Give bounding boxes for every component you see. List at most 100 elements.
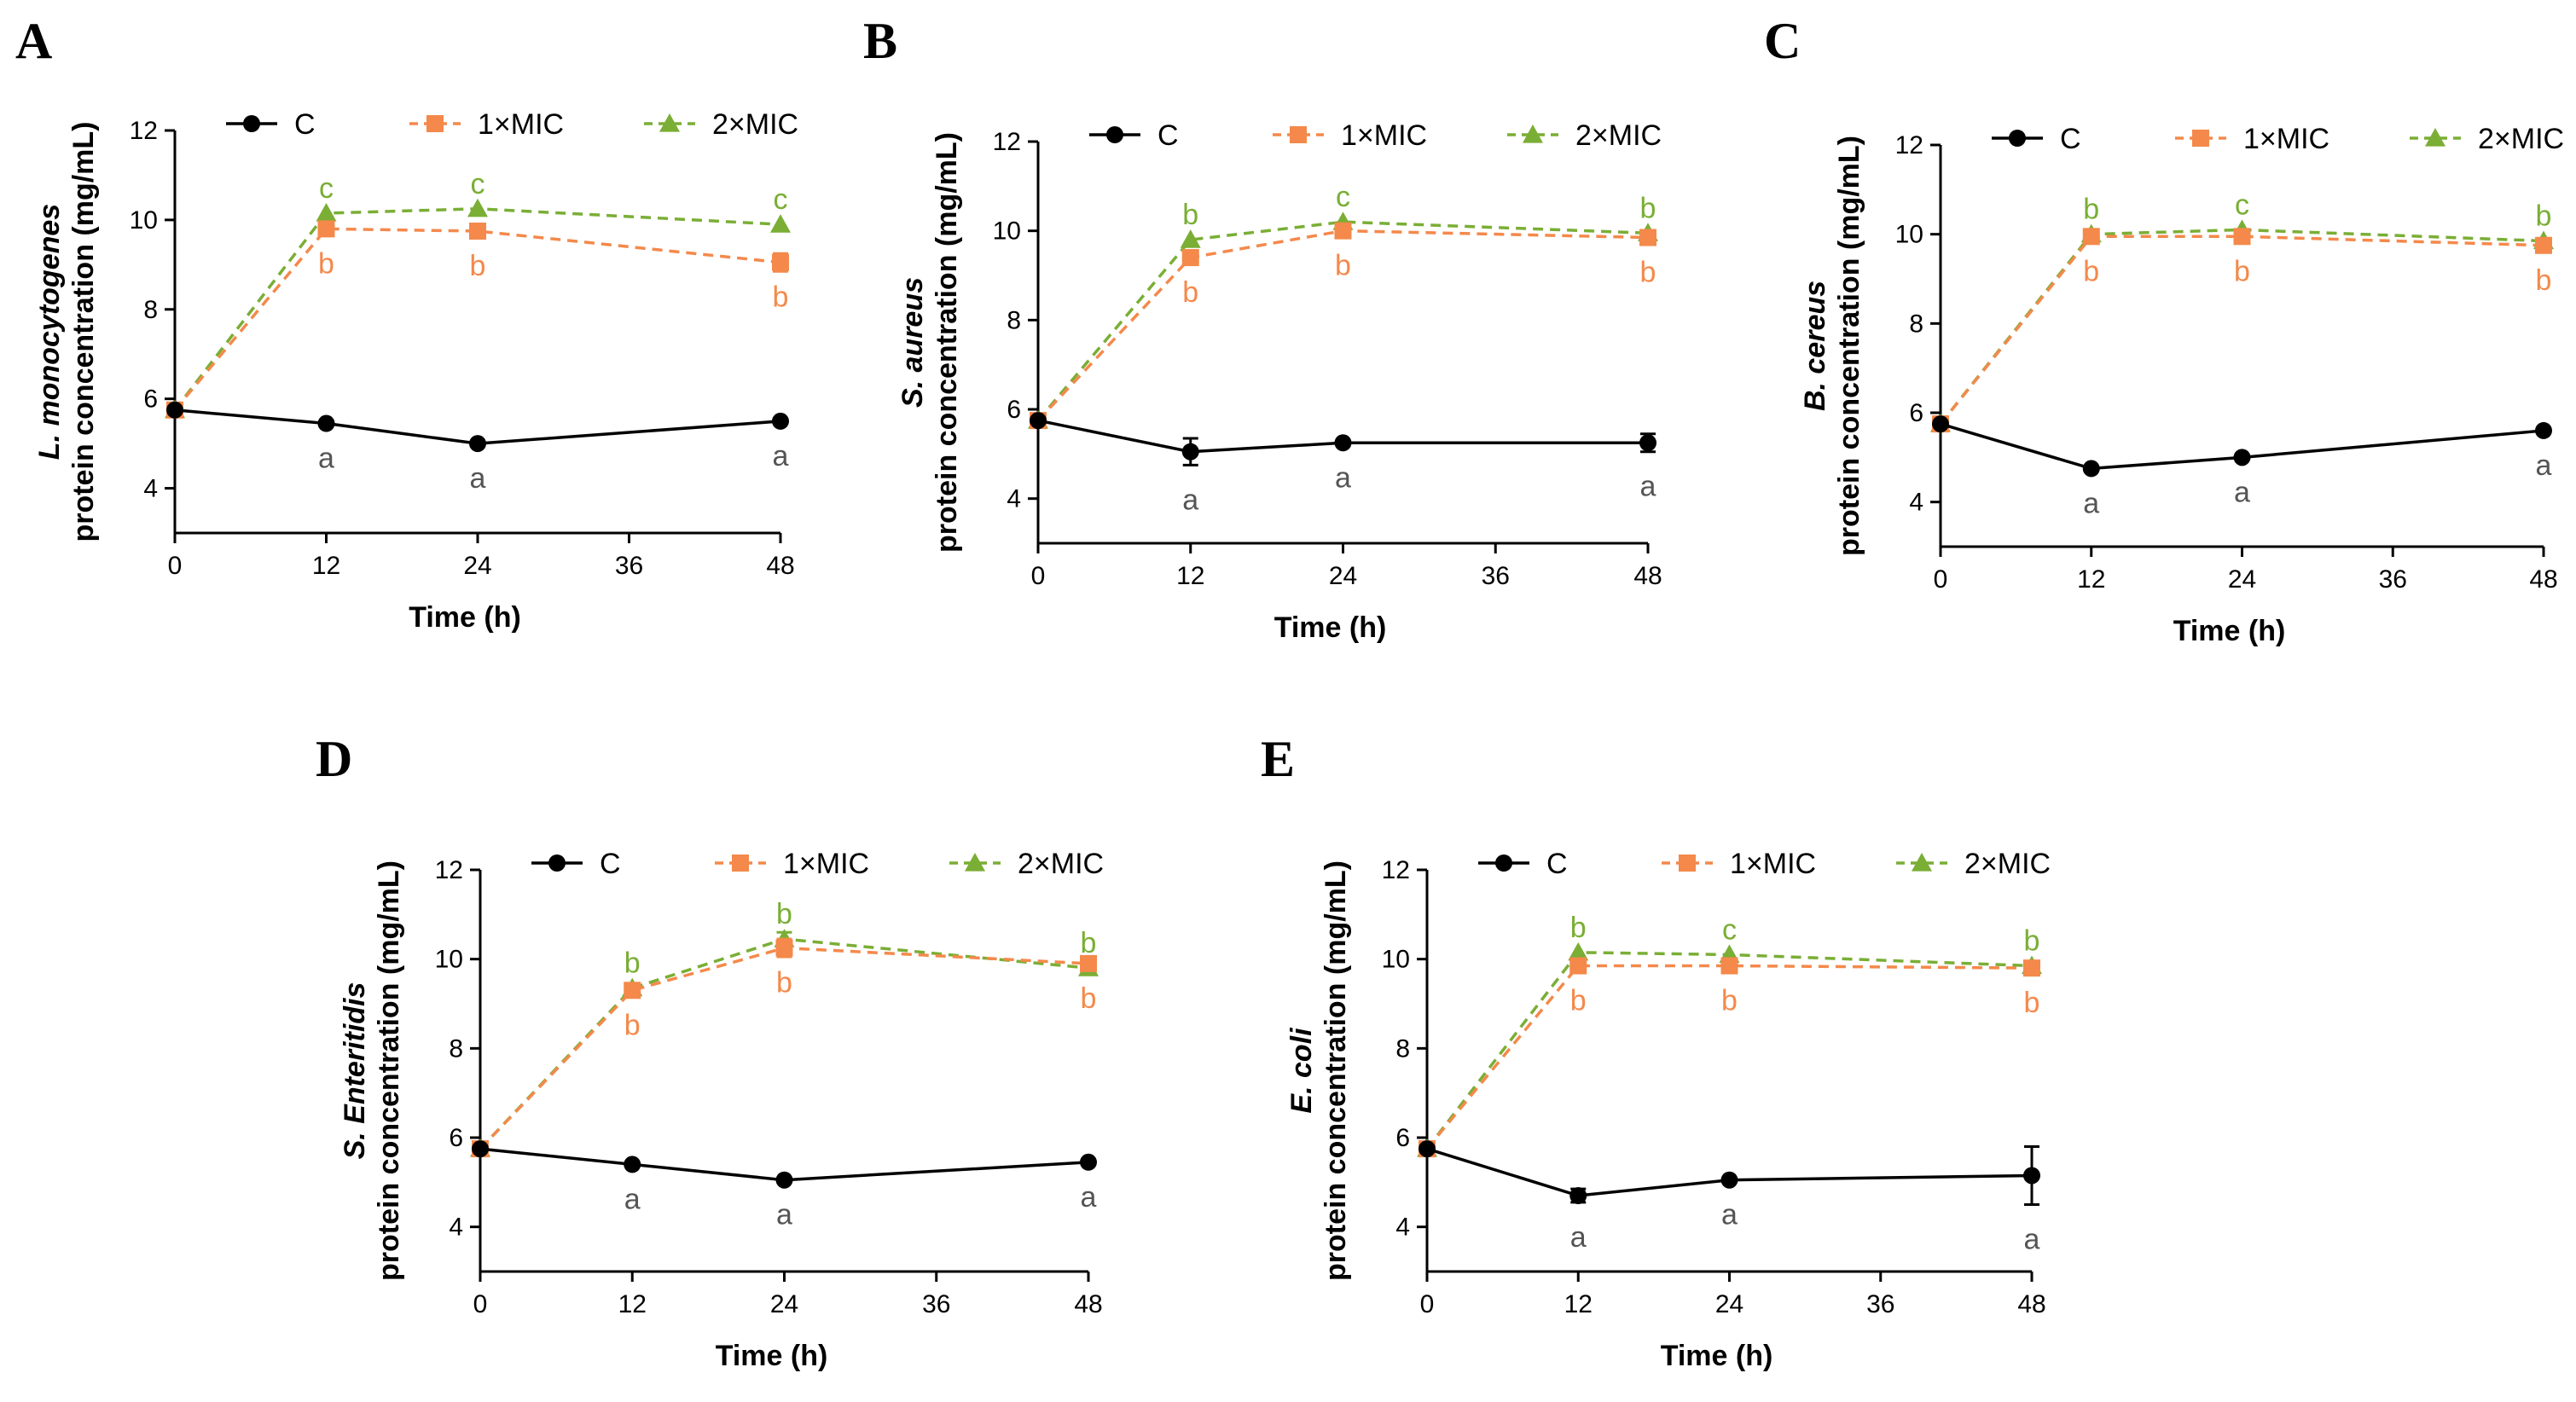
- data-point: [2023, 959, 2040, 977]
- x-tick-label: 24: [2228, 565, 2256, 594]
- y-tick-label: 10: [1895, 221, 1923, 249]
- y-tick-label: 6: [143, 385, 158, 414]
- legend-label: 2×MIC: [1018, 848, 1104, 880]
- significance-label: b: [1721, 985, 1738, 1017]
- significance-label: b: [2024, 925, 2040, 958]
- y-tick-label: 6: [449, 1124, 463, 1152]
- y-axis-species: S. Enteritidis: [339, 982, 371, 1160]
- legend-marker: [1523, 125, 1543, 143]
- significance-label: a: [776, 1199, 792, 1231]
- significance-label: b: [1335, 250, 1351, 282]
- x-tick-label: 36: [2379, 565, 2407, 594]
- legend-label: 1×MIC: [2243, 123, 2329, 155]
- data-point: [775, 1171, 793, 1189]
- series-2xmic: [470, 929, 1099, 1157]
- data-point: [1569, 957, 1587, 975]
- legend-label: 1×MIC: [783, 848, 869, 880]
- x-tick-label: 48: [1074, 1290, 1102, 1318]
- significance-label: a: [2234, 476, 2250, 508]
- panel-letter: C: [1764, 13, 1801, 69]
- significance-label: a: [318, 443, 334, 475]
- y-tick-label: 12: [1895, 131, 1923, 159]
- y-axis-title: protein concentration (mg/mL): [931, 132, 963, 553]
- legend-label: C: [1546, 848, 1568, 880]
- legend-label: 1×MIC: [1730, 848, 1816, 880]
- significance-label: b: [2536, 264, 2552, 297]
- y-tick-label: 8: [1007, 306, 1021, 334]
- data-point: [469, 435, 486, 453]
- significance-label: b: [2083, 194, 2099, 226]
- significance-label: b: [2536, 200, 2552, 233]
- data-point: [772, 412, 789, 430]
- y-axis-species: L. monocytogenes: [33, 204, 66, 460]
- significance-label: a: [1721, 1199, 1738, 1231]
- data-point: [1932, 415, 1949, 433]
- x-tick-label: 36: [922, 1290, 950, 1318]
- legend-label: 2×MIC: [1575, 119, 1662, 152]
- x-tick-label: 12: [312, 552, 340, 580]
- x-axis-title: Time (h): [1274, 611, 1387, 644]
- data-point: [1639, 229, 1656, 246]
- y-axis-title: protein concentration (mg/mL): [1320, 860, 1352, 1281]
- series-c: [1419, 1140, 2040, 1206]
- series-line: [1037, 419, 1648, 454]
- legend-marker: [2425, 128, 2445, 147]
- x-axis-title: Time (h): [716, 1340, 828, 1372]
- data-point: [2023, 1167, 2040, 1185]
- significance-label: b: [773, 281, 789, 314]
- panel-c: C 4 6 8 10 12 0 12 24 36 48 Time (h) B. cereus protei…: [1764, 13, 2564, 647]
- data-point: [2082, 460, 2100, 478]
- x-tick-label: 24: [463, 552, 491, 580]
- panel-b: B 4 6 8 10 12 0 12 24 36 48 Time (h) S. aureus protei…: [863, 13, 1662, 644]
- series-line: [1940, 422, 2544, 471]
- significance-label: b: [1182, 276, 1198, 309]
- data-point: [1419, 1140, 1436, 1158]
- x-tick-label: 48: [2529, 565, 2557, 594]
- data-point: [770, 214, 791, 233]
- legend-marker: [1679, 855, 1696, 872]
- significance-label: b: [2234, 255, 2250, 287]
- y-tick-label: 6: [1395, 1124, 1410, 1152]
- legend-marker: [426, 115, 444, 132]
- data-point: [2233, 228, 2251, 246]
- y-tick-label: 6: [1909, 399, 1923, 427]
- legend-label: C: [600, 848, 621, 880]
- y-axis-species: S. aureus: [896, 277, 929, 408]
- legend-label: C: [1157, 119, 1179, 152]
- legend-marker: [1912, 853, 1932, 872]
- data-point: [772, 253, 789, 271]
- data-point: [1568, 941, 1589, 961]
- series-2xmic: [1417, 941, 2042, 1157]
- series-c: [1030, 412, 1656, 466]
- data-point: [1080, 954, 1097, 972]
- significance-label: c: [1336, 181, 1350, 213]
- significance-label: a: [1182, 484, 1198, 516]
- significance-label: b: [776, 967, 792, 999]
- y-tick-label: 6: [1007, 396, 1021, 424]
- x-axis-title: Time (h): [2173, 615, 2286, 647]
- significance-label: a: [2024, 1224, 2040, 1256]
- y-tick-label: 8: [143, 296, 158, 324]
- x-tick-label: 12: [618, 1290, 647, 1318]
- x-tick-label: 48: [766, 552, 794, 580]
- y-axis-species: B. cereus: [1799, 281, 1831, 411]
- significance-label: b: [2083, 255, 2099, 287]
- y-tick-label: 8: [449, 1034, 463, 1063]
- data-point: [1181, 249, 1199, 267]
- x-tick-label: 36: [1482, 562, 1510, 590]
- x-tick-label: 36: [615, 552, 643, 580]
- data-point: [1080, 1153, 1097, 1171]
- y-tick-label: 4: [1395, 1214, 1410, 1242]
- x-tick-label: 12: [2077, 565, 2105, 594]
- legend-marker: [2192, 130, 2209, 147]
- significance-label: a: [2536, 449, 2552, 482]
- y-axis-title: protein concentration (mg/mL): [373, 860, 405, 1281]
- series-c: [1932, 415, 2552, 478]
- legend-label: 2×MIC: [712, 108, 798, 141]
- x-tick-label: 48: [1633, 562, 1662, 590]
- y-tick-label: 10: [993, 217, 1021, 246]
- significance-label: b: [624, 947, 641, 980]
- series-line: [479, 946, 1089, 1150]
- series-line: [1425, 964, 2033, 1150]
